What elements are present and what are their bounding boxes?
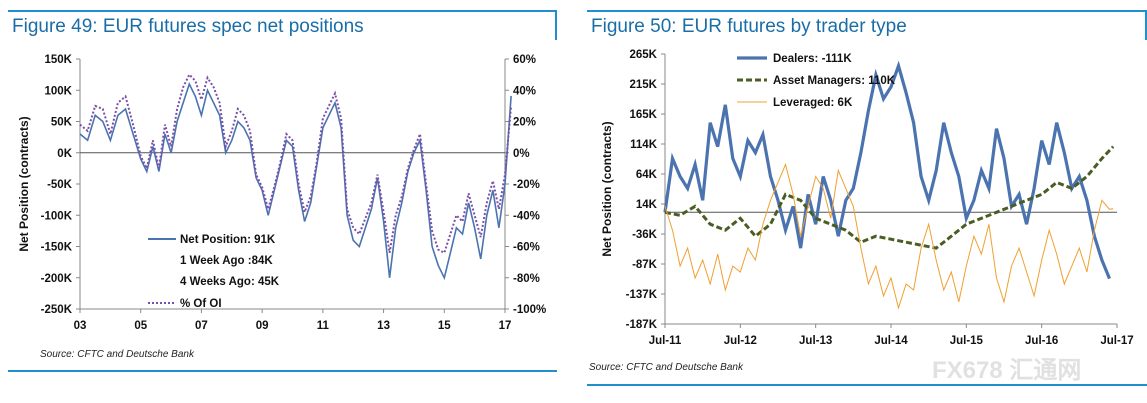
y2-tick-label: -60% xyxy=(513,242,540,254)
y2-tick-label: -40% xyxy=(513,210,540,222)
legend-label: Net Position: 91K xyxy=(180,234,276,246)
figure-49-title-frame: Figure 49: EUR futures spec net position… xyxy=(8,10,557,40)
series-line-asset-managers xyxy=(664,145,1115,250)
figure-50-title: Figure 50: EUR futures by trader type xyxy=(591,16,907,37)
y-tick-label: -137K xyxy=(626,289,658,301)
figure-49-source: Source: CFTC and Deutsche Bank xyxy=(40,349,194,360)
x-tick-label: 15 xyxy=(438,320,451,332)
y-tick-label: -36K xyxy=(632,229,658,241)
x-tick-label: Jul-14 xyxy=(874,335,908,347)
figure-50-bottom-rule xyxy=(587,384,1147,386)
y2-tick-label: -20% xyxy=(513,179,540,191)
y-tick-label: 165K xyxy=(630,109,658,121)
legend-label: % Of OI xyxy=(180,298,222,310)
x-tick-label: 05 xyxy=(134,320,147,332)
x-tick-label: 11 xyxy=(317,320,330,332)
y-tick-label: 150K xyxy=(45,54,73,66)
x-tick-label: 07 xyxy=(195,320,208,332)
legend-label: 1 Week Ago :84K xyxy=(180,255,273,267)
y2-tick-label: 0% xyxy=(513,148,530,160)
y2-tick-label: 40% xyxy=(513,85,536,97)
y-tick-label: 64K xyxy=(636,169,658,181)
x-tick-label: Jul-11 xyxy=(649,335,682,347)
figure-49-chart: 150K 100K 50K 0K -50K -100K -150K -200K -250K 60%… xyxy=(17,54,546,332)
x-tick-label: 03 xyxy=(74,320,87,332)
series-line-net-position xyxy=(79,81,512,281)
y-tick-label: 114K xyxy=(630,139,658,151)
figure-50-source: Source: CFTC and Deutsche Bank xyxy=(589,362,743,373)
watermark-logo: FX678 汇通网 xyxy=(932,350,1081,385)
series-line-dealers xyxy=(663,60,1111,280)
y-tick-label: -100K xyxy=(41,210,73,222)
y-tick-label: 14K xyxy=(636,199,658,211)
series-line--of-oi xyxy=(79,72,513,255)
y-axis-title: Net Position (contracts) xyxy=(600,121,614,256)
x-tick-label: 09 xyxy=(256,320,269,332)
y-tick-label: -200K xyxy=(41,273,73,285)
x-tick-label: Jul-13 xyxy=(799,335,832,347)
figure-49-title: Figure 49: EUR futures spec net position… xyxy=(12,16,364,37)
x-tick-label: 17 xyxy=(499,320,512,332)
y-tick-label: 215K xyxy=(630,79,658,91)
y-tick-label: 265K xyxy=(630,49,658,61)
series-line-leveraged xyxy=(664,162,1114,310)
figure-50-chart: 265K 215K 165K 114K 64K 14K -36K -87K -137K -187K… xyxy=(600,49,1134,347)
y-tick-label: -187K xyxy=(626,319,658,331)
y2-tick-label: -100% xyxy=(513,304,546,316)
y-tick-label: -50K xyxy=(47,179,73,191)
y2-tick-label: 60% xyxy=(513,54,536,66)
y-tick-label: -87K xyxy=(632,259,658,271)
y-tick-label: -250K xyxy=(41,304,73,316)
y-tick-label: 50K xyxy=(51,117,73,129)
legend-label: 4 Weeks Ago: 45K xyxy=(180,276,280,288)
y2-tick-label: 20% xyxy=(513,117,536,129)
y-tick-label: 0K xyxy=(57,148,72,160)
x-tick-label: Jul-17 xyxy=(1100,335,1133,347)
x-tick-label: Jul-16 xyxy=(1025,335,1058,347)
figure-49-bottom-rule xyxy=(8,370,557,372)
watermark-text: FX678 汇通网 xyxy=(932,357,1082,384)
y-axis-title: Net Position (contracts) xyxy=(17,116,31,251)
legend-label: Dealers: -111K xyxy=(773,53,852,65)
y-tick-label: 100K xyxy=(45,85,73,97)
y2-tick-label: -80% xyxy=(513,273,540,285)
figure-50-panel: Figure 50: EUR futures by trader type 26… xyxy=(587,0,1147,403)
figure-50-title-frame: Figure 50: EUR futures by trader type xyxy=(587,10,1147,40)
x-tick-label: Jul-12 xyxy=(724,335,757,347)
x-tick-label: Jul-15 xyxy=(950,335,984,347)
figure-49-panel: Figure 49: EUR futures spec net position… xyxy=(0,0,557,403)
y-tick-label: -150K xyxy=(41,242,73,254)
legend-label: Leveraged: 6K xyxy=(773,97,853,109)
legend-label: Asset Managers: 110K xyxy=(773,75,896,87)
x-tick-label: 13 xyxy=(377,320,390,332)
